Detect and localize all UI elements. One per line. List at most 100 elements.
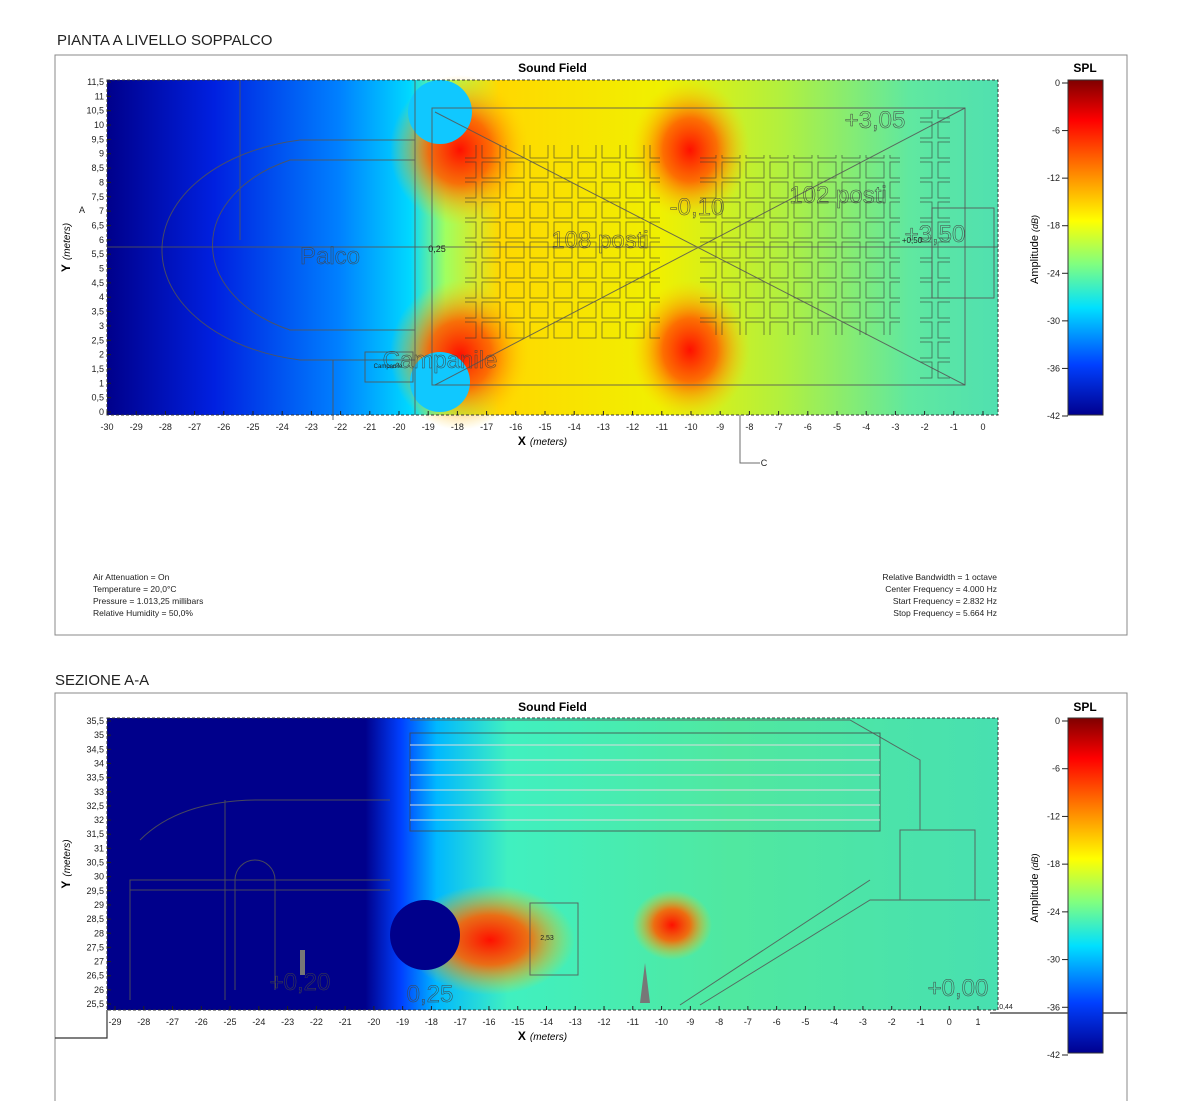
y-tick-label: 33 [94, 787, 104, 797]
x-tick-label: -17 [480, 422, 493, 432]
annotation: -0,10 [670, 194, 725, 221]
x-axis-label: X (meters) [518, 434, 567, 448]
colorbar-tick-label: 0 [1055, 716, 1060, 726]
x-tick-label: -20 [392, 422, 405, 432]
x-tick-label: -16 [482, 1017, 495, 1027]
y-label: Y [59, 264, 73, 272]
colorbar-tick-label: -6 [1052, 126, 1060, 136]
y-tick-label: 1,5 [91, 364, 104, 374]
y-tick-label: 5,5 [91, 249, 104, 259]
x-tick-label: -14 [540, 1017, 553, 1027]
x-tick-label: -6 [804, 422, 812, 432]
x-tick-label: -13 [597, 422, 610, 432]
x-tick-label: -17 [454, 1017, 467, 1027]
y-unit: (meters) [62, 223, 73, 260]
x-tick-label: -18 [451, 422, 464, 432]
colorbar-tick-label: -30 [1047, 955, 1060, 965]
y-tick-label: 30 [94, 872, 104, 882]
x-tick-label: -27 [166, 1017, 179, 1027]
y-tick-label: 28 [94, 928, 104, 938]
colorbar-label: Amplitude (dB) [1029, 215, 1041, 284]
x-tick-label: -12 [626, 422, 639, 432]
colorbar-name: Amplitude [1029, 235, 1041, 284]
y-tick-label: 27 [94, 957, 104, 967]
x-tick-label: -9 [686, 1017, 694, 1027]
y-tick-label: 25,5 [86, 999, 104, 1009]
x-tick-label: -21 [363, 422, 376, 432]
x-tick-label: -15 [511, 1017, 524, 1027]
x-tick-label: -19 [396, 1017, 409, 1027]
x-tick-label: -29 [108, 1017, 121, 1027]
colorbar-tick-label: -42 [1047, 411, 1060, 421]
y-tick-label: 8,5 [91, 163, 104, 173]
annotation: +0,00 [928, 975, 989, 1002]
x-tick-label: -3 [891, 422, 899, 432]
y-tick-label: 11 [95, 91, 104, 101]
annotation: 2,53 [540, 935, 554, 942]
y-tick-label: 4 [99, 292, 104, 302]
y-tick-label: 2,5 [91, 335, 104, 345]
sound-field-map [55, 717, 1127, 1039]
y-tick-label: 0 [99, 407, 104, 417]
x-tick-label: -18 [425, 1017, 438, 1027]
y-tick-label: 6,5 [91, 220, 104, 230]
y-tick-label: 9,5 [91, 134, 104, 144]
x-tick-label: -5 [833, 422, 841, 432]
y-tick-label: 11,5 [87, 77, 104, 87]
y-tick-label: 34,5 [86, 744, 104, 754]
note: Stop Frequency = 5.664 Hz [893, 608, 997, 618]
colorbar-tick-label: -30 [1047, 316, 1060, 326]
y-tick-label: 29,5 [86, 886, 104, 896]
section-heading: SEZIONE A-A [55, 672, 149, 689]
y-axis-label: Y (meters) [59, 839, 73, 888]
y-tick-label: 26,5 [86, 971, 104, 981]
panel-frame [54, 54, 1128, 636]
plot-title: Sound Field [518, 61, 587, 75]
x-tick-label: -22 [334, 422, 347, 432]
x-tick-label: -20 [367, 1017, 380, 1027]
x-tick-label: -21 [339, 1017, 352, 1027]
y-tick-label: 5 [99, 264, 104, 274]
colorbar-title: SPL [1073, 700, 1096, 714]
y-tick-label: 34 [94, 758, 104, 768]
x-tick-label: 1 [975, 1017, 980, 1027]
colorbar-tick-label: -24 [1047, 268, 1060, 278]
colorbar-tick-label: -18 [1047, 221, 1060, 231]
x-tick-label: -19 [422, 422, 435, 432]
x-axis-label: X (meters) [518, 1029, 567, 1043]
y-tick-label: 6 [99, 235, 104, 245]
x-unit: (meters) [530, 1032, 567, 1043]
y-tick-label: 10 [94, 120, 104, 130]
x-tick-label: -2 [921, 422, 929, 432]
annotation: +0,50 [902, 236, 923, 245]
note: Center Frequency = 4.000 Hz [885, 584, 997, 594]
x-tick-label: -3 [859, 1017, 867, 1027]
x-tick-label: -14 [568, 422, 581, 432]
x-tick-label: -8 [745, 422, 753, 432]
annotation: 0,25 [407, 981, 454, 1008]
x-tick-label: -9 [716, 422, 724, 432]
y-label: Y [59, 881, 73, 889]
x-tick-label: -5 [801, 1017, 809, 1027]
note: Temperature = 20,0°C [93, 584, 177, 594]
x-tick-label: -2 [888, 1017, 896, 1027]
y-tick-label: 8 [99, 177, 104, 187]
x-tick-label: 0 [947, 1017, 952, 1027]
colorbar-tick-label: -24 [1047, 907, 1060, 917]
note: Air Attenuation = On [93, 572, 170, 582]
y-tick-label: 28,5 [86, 914, 104, 924]
y-tick-label: 10,5 [86, 106, 104, 116]
x-tick-label: -7 [775, 422, 783, 432]
annotation: +3,05 [845, 107, 906, 134]
colorbar-unit: (dB) [1030, 215, 1040, 232]
x-tick-label: -11 [627, 1017, 639, 1027]
x-tick-label: -30 [100, 422, 113, 432]
y-tick-label: 35,5 [86, 716, 104, 726]
y-tick-label: 31,5 [86, 829, 104, 839]
annotation: 108 posti [551, 227, 648, 254]
annotation: A [79, 205, 85, 215]
x-label: X [518, 1029, 526, 1043]
y-tick-label: 1 [99, 378, 104, 388]
